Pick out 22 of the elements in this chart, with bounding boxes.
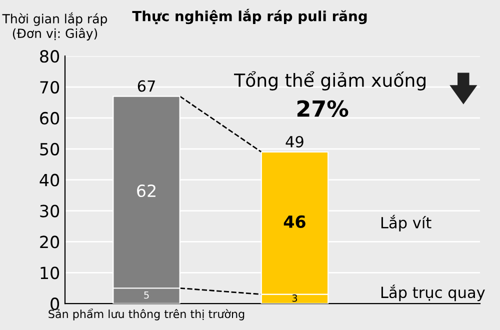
data-label: 62 bbox=[137, 184, 156, 198]
y-tick-label: 70 bbox=[40, 81, 60, 94]
data-label: 3 bbox=[292, 294, 298, 302]
data-label: 46 bbox=[284, 215, 306, 228]
text: Lắp vít bbox=[381, 214, 432, 232]
chart-title: Thực nghiệm lắp ráp puli răng bbox=[132, 8, 367, 24]
y-tick-label: 20 bbox=[40, 236, 60, 248]
annotation: Tổng thể giảm xuống bbox=[234, 71, 426, 90]
annotation: 27% bbox=[297, 100, 348, 117]
y-tick-label: 80 bbox=[40, 50, 60, 63]
text: Lắp trục quay bbox=[381, 284, 485, 302]
total-label: 67 bbox=[138, 80, 155, 92]
y-tick-label: 60 bbox=[40, 112, 60, 125]
y-axis-title: Thời gian lắp ráp (Đơn vị: Giây) bbox=[2, 12, 108, 40]
total-label: 49 bbox=[286, 136, 304, 148]
data-label: 5 bbox=[144, 291, 149, 299]
x-tick-label: Sản phẩm lưu thông trên thị trường bbox=[48, 308, 244, 320]
y-tick-label: 40 bbox=[40, 174, 60, 186]
y-tick-label: 10 bbox=[40, 266, 60, 280]
y-tick-label: 50 bbox=[40, 142, 60, 156]
y-tick-label: 0 bbox=[50, 298, 60, 310]
y-tick-label: 30 bbox=[40, 204, 60, 218]
